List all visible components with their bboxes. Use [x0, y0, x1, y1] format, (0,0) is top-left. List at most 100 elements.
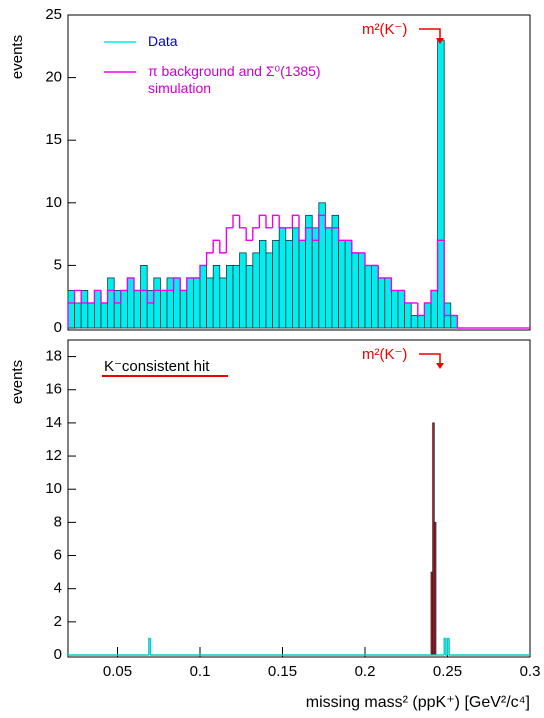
histogram-step: [318, 214, 326, 241]
histogram-bar: [107, 277, 115, 329]
histogram-step: [73, 289, 82, 303]
legend-box: Data: [148, 33, 178, 49]
histogram-bar: [344, 239, 353, 329]
histogram-step: [113, 290, 121, 304]
histogram-step: [430, 289, 438, 303]
x-tick-label: 0.05: [103, 663, 132, 680]
histogram-bar: [166, 277, 174, 329]
histogram-step: [93, 289, 101, 303]
histogram-step: [67, 302, 75, 328]
histogram-step: [186, 277, 194, 291]
histogram-bar: [133, 290, 141, 329]
histogram-bar: [80, 290, 89, 329]
histogram-step: [120, 289, 128, 303]
x-tick-label: 0.25: [433, 663, 462, 680]
histogram-bar: [153, 277, 161, 329]
histogram-bar: [390, 290, 399, 329]
histogram-step: [265, 215, 273, 229]
legend-label: π background and Σ⁰(1385) simulation: [148, 63, 321, 96]
histogram-step: [456, 315, 464, 329]
x-tick-label: 0.2: [355, 663, 376, 680]
histogram-bar: [87, 302, 95, 329]
histogram-bar: [225, 264, 234, 329]
histogram-step: [153, 289, 161, 303]
histogram-bar: [219, 277, 227, 329]
annotation: m²(K⁻): [362, 21, 407, 38]
histogram-bar: [318, 202, 326, 329]
histogram-step: [179, 277, 187, 292]
histogram-bar: [146, 290, 155, 329]
histogram-step: [199, 264, 207, 278]
histogram-bar: [232, 264, 240, 329]
x-axis-label: missing mass² (ppK⁺) [GeV²/c⁴]: [306, 694, 530, 711]
histogram-step: [291, 214, 299, 228]
annotation: m²(K⁻): [362, 346, 407, 363]
histogram-step: [245, 227, 253, 242]
histogram-step: [172, 277, 181, 291]
y-tick-label: 2: [54, 613, 62, 630]
histogram-step: [390, 277, 398, 292]
annotation-arrow-head: [436, 363, 444, 369]
y-tick-label: 10: [45, 194, 62, 211]
histogram-bar: [305, 214, 313, 329]
histogram-bar: [127, 277, 135, 329]
y-tick-label: 10: [45, 480, 62, 497]
histogram-bar: [404, 302, 412, 329]
histogram-bar: [417, 315, 425, 329]
histogram-bar: [430, 290, 438, 329]
histogram-bar: [298, 239, 306, 329]
histogram-step: [252, 227, 260, 241]
histogram-bar: [192, 277, 201, 329]
histogram-bar: [252, 252, 260, 329]
histogram-step: [298, 215, 306, 242]
histogram-step: [351, 240, 359, 254]
histogram-bar: [351, 252, 359, 329]
histogram-bar: [331, 214, 339, 329]
histogram-step: [364, 252, 372, 267]
legend-label: Data: [148, 33, 178, 49]
histogram-step: [377, 265, 385, 279]
x-tick-label: 0.3: [520, 663, 541, 680]
histogram-bar: [186, 277, 194, 329]
histogram-bar: [94, 290, 102, 329]
y-tick-label: 25: [45, 6, 62, 23]
y-tick-label: 0: [54, 319, 62, 336]
histogram-bar: [245, 264, 254, 329]
histogram-bar: [291, 227, 300, 329]
y-axis-label: events: [9, 35, 26, 79]
histogram-step: [212, 239, 220, 253]
histogram-bar: [199, 264, 207, 329]
histogram-bar: [265, 252, 273, 329]
histogram-bar: [364, 264, 372, 329]
histogram-step: [80, 290, 88, 304]
x-tick-label: 0.15: [268, 663, 297, 680]
legend-label: K⁻consistent hit: [104, 358, 210, 375]
histogram-step: [448, 638, 530, 656]
histogram-bar: [120, 290, 128, 329]
histogram-step: [225, 227, 233, 253]
histogram-bar: [338, 239, 346, 329]
y-tick-label: 6: [54, 546, 62, 563]
histogram-bar: [272, 239, 280, 329]
histogram-step: [436, 239, 445, 291]
histogram-bar: [113, 290, 122, 329]
histogram-step: [232, 214, 240, 228]
annotation-arrow-head: [436, 38, 444, 44]
annotation-arrow: [419, 28, 441, 42]
histogram-bar: [437, 39, 445, 329]
histogram-step: [311, 227, 319, 242]
x-tick-label: 0.1: [190, 663, 211, 680]
histogram-step: [238, 215, 247, 229]
histogram-step: [403, 290, 412, 304]
y-tick-label: 8: [54, 513, 62, 530]
y-axis-label: events: [9, 360, 26, 404]
histogram-bar: [377, 277, 386, 329]
y-tick-label: 4: [54, 580, 62, 597]
histogram-step: [337, 227, 346, 242]
histogram-step: [417, 302, 425, 317]
panel-frame: [67, 339, 531, 658]
histogram-bar: [100, 302, 108, 329]
histogram-step: [149, 638, 431, 656]
histogram-step: [271, 214, 280, 228]
